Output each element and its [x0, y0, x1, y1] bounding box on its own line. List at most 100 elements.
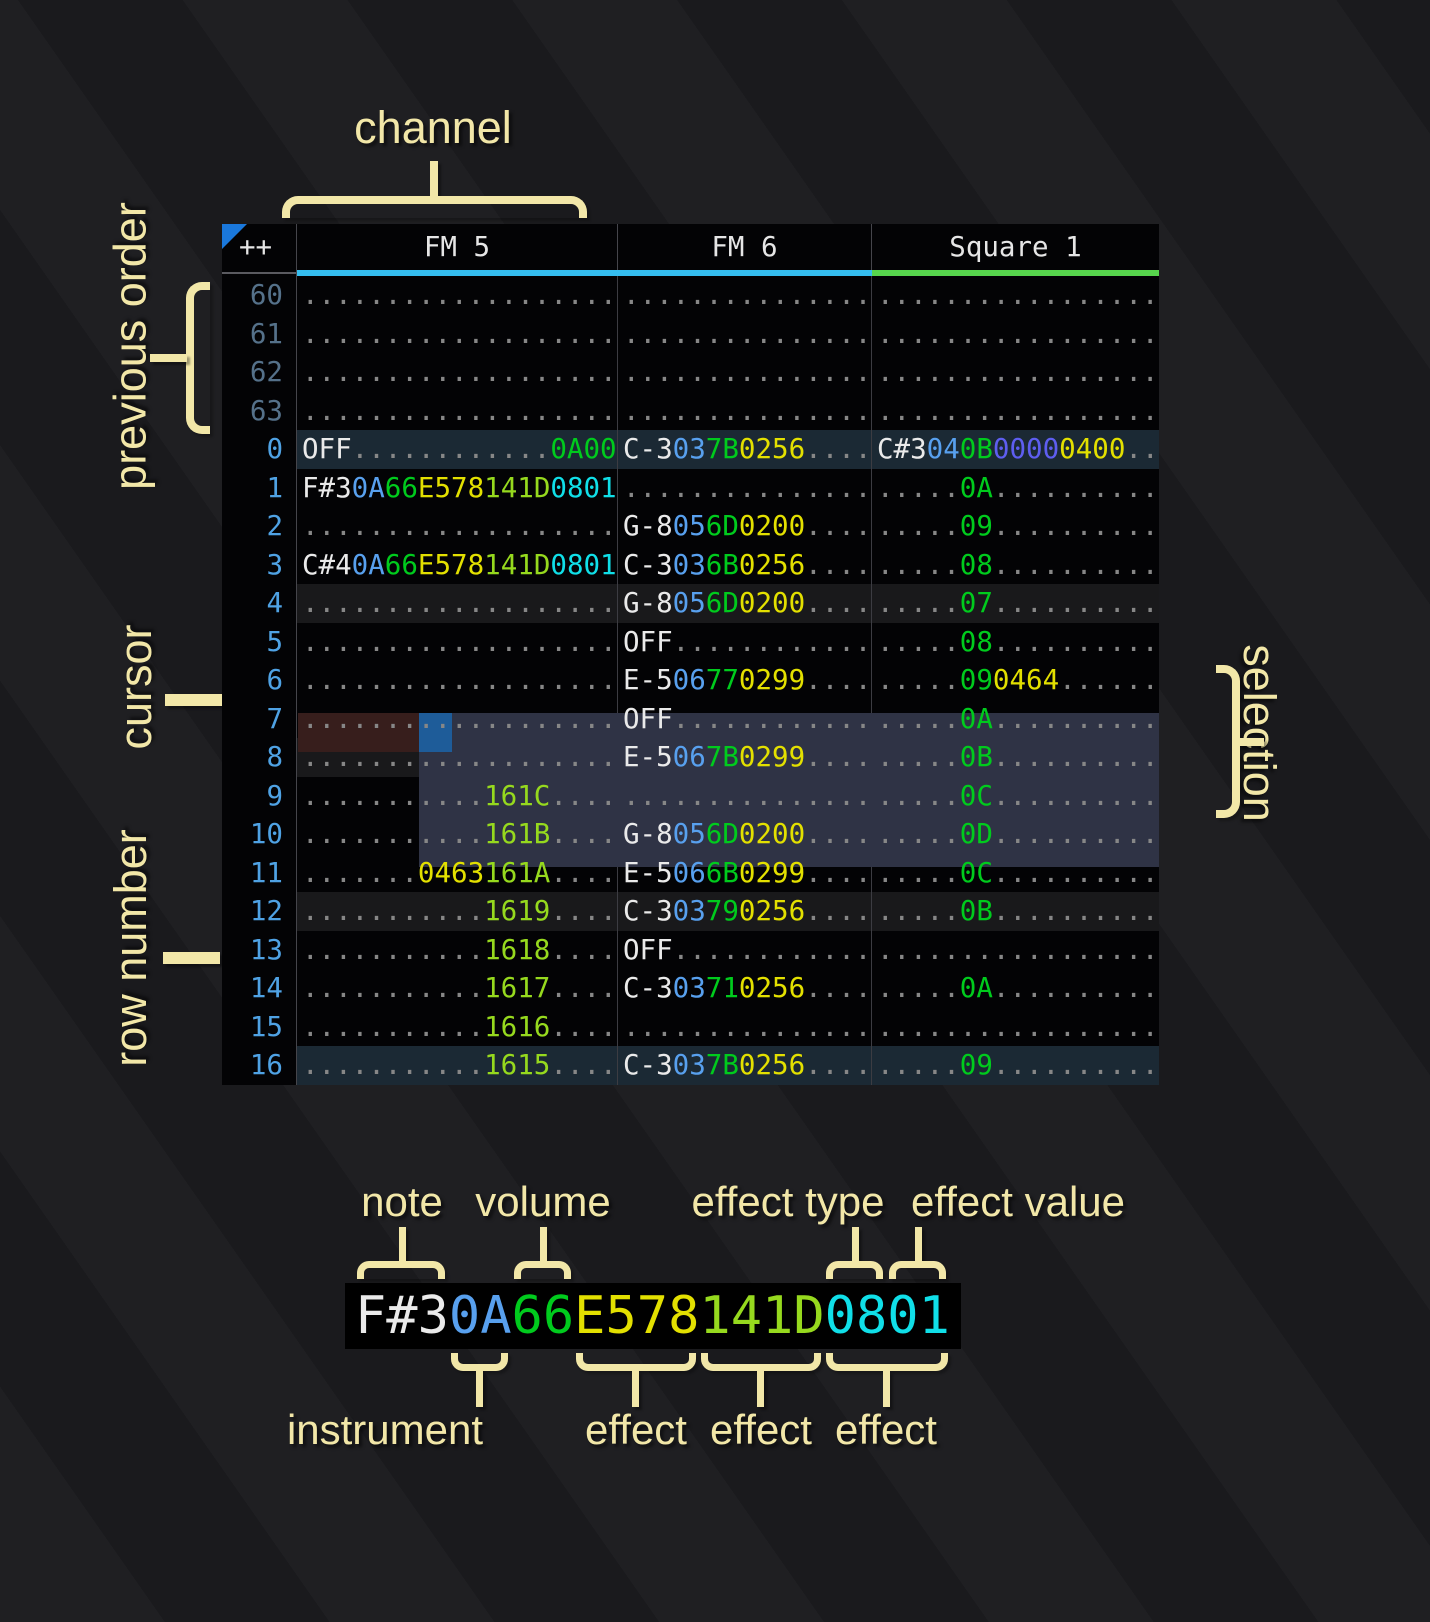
pattern-cell[interactable]: ...........1618....: [297, 930, 618, 969]
pattern-cell[interactable]: C#40A66E578141D0801: [297, 545, 618, 584]
pattern-cell[interactable]: .................: [872, 315, 1159, 354]
empty-dots: ...........: [302, 972, 485, 1004]
pattern-row[interactable]: 3 C#40A66E578141D0801 C-3036B0256.........…: [222, 545, 1159, 585]
pattern-cell[interactable]: ...................: [297, 353, 618, 392]
order-corner-button[interactable]: ++: [222, 224, 297, 270]
pattern-cell[interactable]: ...................: [297, 738, 618, 777]
pattern-cell[interactable]: .....09..........: [872, 507, 1159, 546]
pattern-row[interactable]: 62......................................…: [222, 353, 1159, 392]
pattern-row[interactable]: 61......................................…: [222, 314, 1159, 354]
pattern-row[interactable]: 7................... OFF.................…: [222, 699, 1159, 739]
pattern-row[interactable]: 8................... E-5067B0299.........…: [222, 738, 1159, 777]
pattern-cell[interactable]: ...................: [297, 314, 618, 353]
selection-region: [419, 713, 1159, 867]
pattern-cell[interactable]: ...................: [297, 661, 618, 700]
pattern-cell[interactable]: C#3040B00000400..: [872, 430, 1159, 469]
cell-text: 0299: [738, 741, 806, 773]
pattern-cell[interactable]: ...................: [297, 507, 618, 546]
channel-header-s1[interactable]: Square 1: [949, 231, 1082, 263]
pattern-cell[interactable]: .....0A..........: [872, 700, 1159, 739]
pattern-cell[interactable]: .....09..........: [872, 1046, 1159, 1085]
pattern-row[interactable]: 14 ...........1617.... C-303710256........…: [222, 969, 1159, 1008]
pattern-cell[interactable]: .....0D..........: [872, 815, 1159, 854]
pattern-cell[interactable]: ...............: [618, 353, 872, 392]
pattern-row[interactable]: 5................... OFF.................…: [222, 622, 1159, 662]
pattern-cell[interactable]: G-8056D0200....: [618, 815, 872, 854]
pattern-row[interactable]: 13 ...........1618.... OFF................…: [222, 930, 1159, 970]
pattern-cell[interactable]: G-8056D0200....: [618, 584, 872, 623]
pattern-cell[interactable]: G-8056D0200....: [618, 507, 872, 546]
pattern-cell[interactable]: ...........161B....: [297, 815, 618, 854]
pattern-cell[interactable]: .....0A..........: [872, 469, 1159, 508]
pattern-cell[interactable]: .....0A..........: [872, 969, 1159, 1008]
pattern-cell[interactable]: ...........1615....: [297, 1046, 618, 1085]
cell-text: 07: [959, 587, 993, 619]
pattern-cell[interactable]: OFF............: [618, 930, 872, 969]
pattern-cell[interactable]: .................: [872, 1008, 1159, 1047]
pattern-cell[interactable]: ...................: [297, 584, 618, 623]
pattern-cell[interactable]: E-5066B0299....: [618, 853, 872, 892]
pattern-cell[interactable]: ...............: [618, 776, 872, 815]
pattern-cell[interactable]: .....08..........: [872, 546, 1159, 585]
pattern-row[interactable]: 60......................................…: [222, 276, 1159, 315]
pattern-row[interactable]: 6................... E-506770299.........…: [222, 661, 1159, 700]
channel-header-fm6[interactable]: FM 6: [618, 224, 872, 270]
pattern-cell[interactable]: F#30A66E578141D0801: [297, 468, 618, 507]
cell-text: 6D: [705, 510, 739, 542]
pattern-cell[interactable]: ...................: [297, 391, 618, 430]
empty-dots: ...................: [302, 394, 617, 427]
pattern-cell[interactable]: ...................: [297, 622, 618, 661]
pattern-cell[interactable]: C-303790256....: [618, 892, 872, 931]
pattern-row[interactable]: 63......................................…: [222, 391, 1159, 431]
pattern-cell[interactable]: .....07..........: [872, 584, 1159, 623]
pattern-row[interactable]: 10 ...........161B.... G-8056D0200........…: [222, 815, 1159, 854]
pattern-row[interactable]: 12 ...........1619.... C-303790256........…: [222, 892, 1159, 931]
pattern-cell[interactable]: ...........1617....: [297, 969, 618, 1008]
pattern-cell[interactable]: .....0C..........: [872, 854, 1159, 893]
pattern-cell[interactable]: OFF............: [618, 699, 872, 738]
pattern-cell[interactable]: ...............: [618, 1007, 872, 1046]
pattern-cell[interactable]: ...........1619....: [297, 892, 618, 931]
pattern-cell[interactable]: .................: [872, 931, 1159, 970]
channel-header-fm5[interactable]: FM 5: [297, 224, 618, 270]
cell-text: 0B: [959, 895, 993, 927]
pattern-cell[interactable]: OFF............0A00: [297, 430, 618, 469]
pattern-cell[interactable]: C-3036B0256....: [618, 545, 872, 584]
pattern-cell[interactable]: .......0463161A....: [297, 853, 618, 892]
pattern-cell[interactable]: .................: [872, 353, 1159, 392]
pattern-cell[interactable]: ...................: [297, 276, 618, 315]
pattern-cell[interactable]: .....090464......: [872, 661, 1159, 700]
pattern-row[interactable]: 1 F#30A66E578141D0801....................…: [222, 468, 1159, 508]
pattern-cell[interactable]: .................: [872, 392, 1159, 431]
pattern-row[interactable]: 9 ...........161C........................…: [222, 776, 1159, 816]
pattern-cell[interactable]: E-5067B0299....: [618, 738, 872, 777]
pattern-row[interactable]: 2................... G-8056D0200.........…: [222, 507, 1159, 546]
pattern-cell[interactable]: ...........161C....: [297, 776, 618, 815]
empty-dots: ...........: [302, 779, 485, 812]
empty-dots: ....: [805, 895, 872, 927]
pattern-cell[interactable]: E-506770299....: [618, 661, 872, 700]
pattern-cell[interactable]: ...........1616....: [297, 1007, 618, 1046]
pattern-cell[interactable]: .................: [872, 276, 1159, 315]
pattern-cell[interactable]: .....0C..........: [872, 777, 1159, 816]
pattern-row[interactable]: 11 .......0463161A.... E-5066B0299........…: [222, 853, 1159, 893]
pattern-cell[interactable]: ...............: [618, 468, 872, 507]
pattern-cell[interactable]: ...............: [618, 314, 872, 353]
empty-dots: .....: [877, 972, 960, 1004]
pattern-cell[interactable]: .....0B..........: [872, 738, 1159, 777]
pattern-cell[interactable]: .....0B..........: [872, 892, 1159, 931]
pattern-row[interactable]: 4................... G-8056D0200.........…: [222, 584, 1159, 623]
pattern-cell[interactable]: ...............: [618, 391, 872, 430]
pattern-row[interactable]: 15 ...........1616.......................…: [222, 1007, 1159, 1047]
pattern-cell[interactable]: C-303710256....: [618, 969, 872, 1008]
pattern-row[interactable]: 0 OFF............0A00 C-3037B0256.... C#304…: [222, 430, 1159, 469]
pattern-cell[interactable]: ...................: [297, 699, 618, 738]
pattern-row[interactable]: 16 ...........1615.... C-3037B0256........…: [222, 1046, 1159, 1085]
cell-text: C-3: [623, 1049, 673, 1081]
empty-dots: ...................: [302, 356, 617, 388]
pattern-cell[interactable]: C-3037B0256....: [618, 1046, 872, 1085]
pattern-cell[interactable]: ...............: [618, 276, 872, 315]
pattern-cell[interactable]: OFF............: [618, 622, 872, 661]
pattern-cell[interactable]: .....08..........: [872, 623, 1159, 662]
pattern-cell[interactable]: C-3037B0256....: [618, 430, 872, 469]
